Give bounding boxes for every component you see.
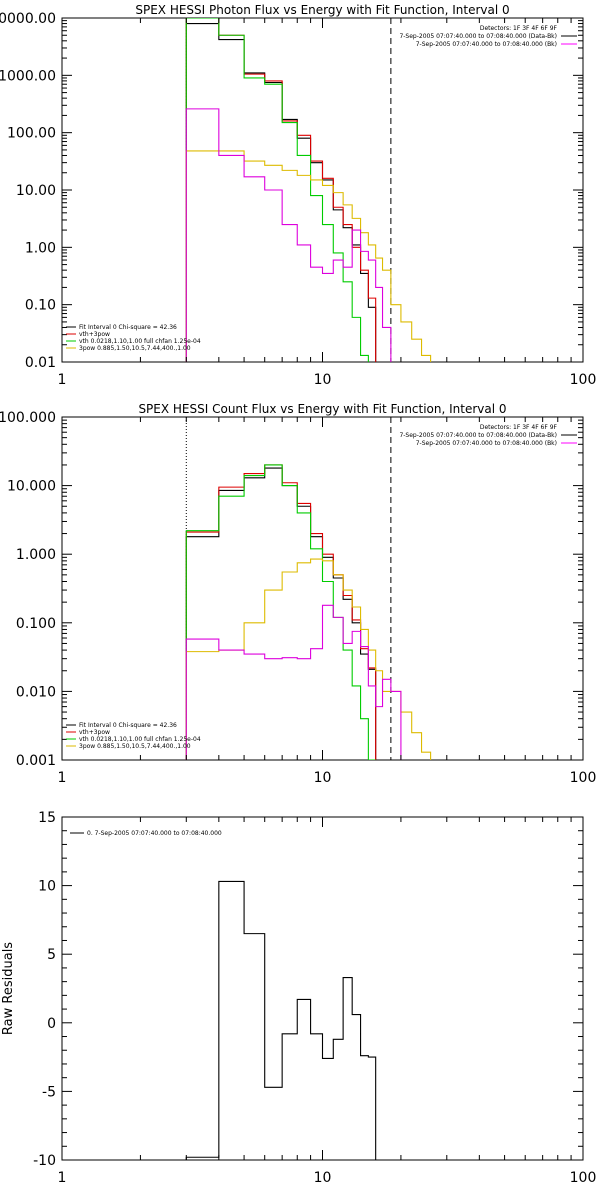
x-tick-label: 10 [314,372,332,388]
y-tick-label: 1.00 [25,240,56,256]
y-tick-label: 10.000 [7,479,56,495]
series-line-3 [185,18,377,362]
legend-text: vth 0.0218,1.10,1.00 full chfan 1.25e-04 [79,736,201,743]
plot-area [185,880,377,1160]
legend-text: vth+3pow [79,331,110,338]
y-tick-label: 0.01 [25,355,56,371]
y-tick-label: 5 [47,947,56,963]
legend-text: Detectors: 1F 3F 4F 6F 9F [480,424,558,431]
y-tick-label: 0.001 [16,753,56,769]
chart-panel-2 [61,416,584,761]
x-tick-label: 1 [58,770,67,786]
series-line-3 [185,464,376,760]
legend-text: vth+3pow [79,729,110,736]
chart-title: SPEX HESSI Count Flux vs Energy with Fit… [138,402,506,416]
legend-text: 7-Sep-2005 07:07:40.000 to 07:08:40.000 … [416,41,557,48]
x-tick-label: 10 [314,1170,332,1186]
y-tick-label: 100.00 [7,126,56,142]
legend-text: Detectors: 1F 3F 4F 6F 9F [480,25,558,32]
y-tick-label: 10000.00 [0,11,56,27]
plot-frame [61,416,584,761]
series-line-4 [185,150,440,362]
legend-text: 3pow 0.885,1.50,10.5,7.44,400.,1.00 [79,743,191,750]
series-line-1 [185,880,377,1160]
plot-frame [61,17,584,363]
y-axis-label: Raw Residuals [1,942,16,1035]
x-tick-label: 100 [570,372,597,388]
y-tick-label: 1.000 [16,547,56,563]
y-tick-label: 0.10 [25,298,56,314]
legend-text: 7-Sep-2005 07:07:40.000 to 07:08:40.000 … [399,432,557,439]
plot-area [185,417,440,760]
y-tick-label: 15 [38,810,56,826]
y-tick-label: 10 [38,879,56,895]
y-tick-label: 10.00 [16,183,56,199]
plot-frame [61,816,584,1161]
y-tick-label: -5 [42,1084,56,1100]
legend-text: Fit Interval 0 Chi-square = 42.36 [79,722,177,729]
series-line-5 [185,108,402,362]
legend-text: vth 0.0218,1.10,1.00 full chfan 1.25e-04 [79,338,201,345]
x-tick-label: 100 [570,770,597,786]
chart-panel-3 [61,816,584,1161]
y-tick-label: -10 [33,1153,56,1169]
x-tick-label: 1 [58,1170,67,1186]
chart-panel-1 [61,17,584,363]
y-tick-label: 1000.00 [0,68,56,84]
x-tick-label: 1 [58,372,67,388]
legend-text: 7-Sep-2005 07:07:40.000 to 07:08:40.000 … [416,440,557,447]
series-line-4 [185,558,440,760]
series-line-1 [185,23,377,362]
x-tick-label: 100 [570,1170,597,1186]
plot-area [185,18,440,362]
chart-title: SPEX HESSI Photon Flux vs Energy with Fi… [135,3,509,17]
x-tick-label: 10 [314,770,332,786]
legend-text: Fit Interval 0 Chi-square = 42.36 [79,324,177,331]
y-tick-label: 0.100 [16,616,56,632]
series-line-5 [185,604,402,760]
y-tick-label: 0.010 [16,684,56,700]
y-tick-label: 0 [47,1016,56,1032]
legend-text: 3pow 0.885,1.50,10.5,7.44,400.,1.00 [79,345,191,352]
series-line-1 [185,467,377,760]
series-line-2 [185,464,377,760]
legend-text: 0. 7-Sep-2005 07:07:40.000 to 07:08:40.0… [87,830,222,837]
legend-text: 7-Sep-2005 07:07:40.000 to 07:08:40.000 … [399,33,557,40]
y-tick-label: 100.000 [0,410,56,426]
